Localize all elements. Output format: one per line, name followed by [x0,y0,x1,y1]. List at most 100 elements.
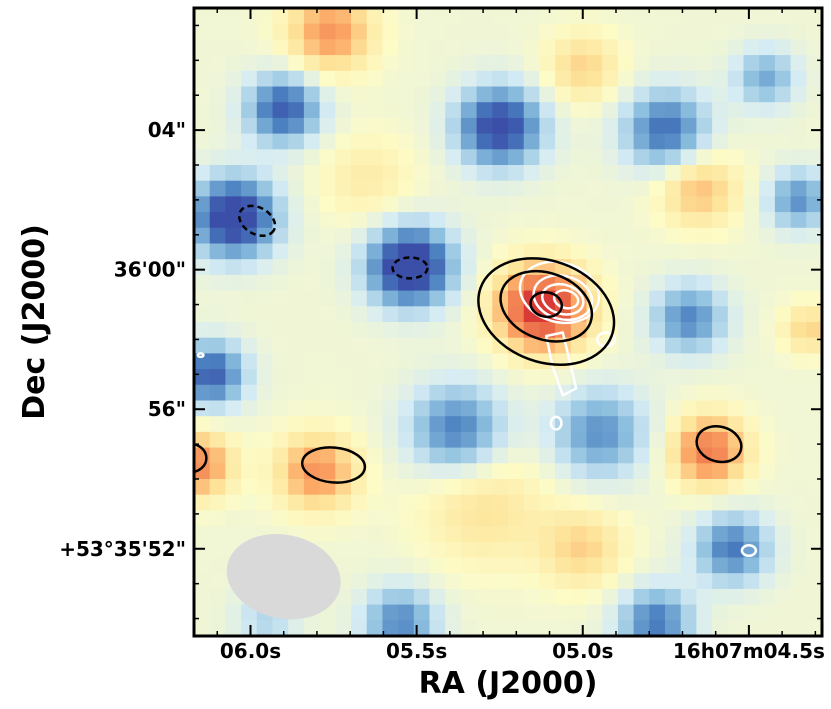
heatmap-cell [413,102,431,119]
heatmap-cell [303,39,321,56]
heatmap-cell [351,196,368,213]
heatmap-cell [256,306,274,323]
heatmap-cell [209,39,226,56]
heatmap-cell [617,243,635,260]
heatmap-cell [680,431,697,449]
heatmap-cell [429,353,446,370]
heatmap-cell [303,86,321,103]
heatmap-cell [319,165,336,182]
heatmap-cell [539,23,556,40]
heatmap-cell [523,39,540,56]
heatmap-cell [256,494,274,511]
heatmap-cell [759,180,776,197]
heatmap-cell [492,353,509,370]
heatmap-cell [225,290,242,307]
heatmap-cell [476,416,493,433]
heatmap-cell [508,384,525,402]
heatmap-cell [272,259,289,276]
heatmap-cell [633,180,650,197]
heatmap-cell [225,165,242,182]
heatmap-cell [602,259,619,276]
heatmap-cell [602,39,619,56]
heatmap-cell [586,447,603,464]
heatmap-cell [680,541,697,559]
heatmap-cell [194,384,211,402]
heatmap-cell [665,447,682,464]
heatmap-cell [743,353,760,370]
heatmap-cell [602,165,619,182]
heatmap-cell [617,463,635,480]
heatmap-cell [335,400,352,417]
heatmap-cell [241,55,258,72]
heatmap-cell [366,526,383,543]
heatmap-cell [633,384,650,402]
heatmap-cell [790,337,807,354]
heatmap-cell [617,212,635,229]
heatmap-cell [617,55,635,72]
heatmap-cell [288,39,305,56]
heatmap-cell [806,510,822,527]
heatmap-cell [194,55,211,72]
heatmap-cell [366,133,383,150]
heatmap-cell [398,55,415,72]
heatmap-cell [288,102,305,119]
heatmap-cell [774,70,792,88]
heatmap-cell [241,149,258,166]
heatmap-cell [288,243,305,260]
heatmap-cell [665,369,682,386]
heatmap-cell [523,604,540,621]
heatmap-cell [806,416,822,433]
heatmap-cell [303,243,321,260]
heatmap-cell [398,431,415,449]
heatmap-cell [633,227,650,245]
heatmap-cell [696,353,713,370]
heatmap-cell [225,337,242,354]
heatmap-cell [727,541,745,559]
heatmap-cell [460,447,478,464]
heatmap-cell [555,526,572,543]
heatmap-cell [712,494,729,511]
heatmap-cell [790,573,807,590]
heatmap-cell [335,290,352,307]
heatmap-cell [225,479,242,496]
heatmap-cell [759,70,776,88]
heatmap-cell [539,620,556,636]
heatmap-cell [680,165,697,182]
heatmap-cell [476,227,493,245]
heatmap-cell [241,620,258,636]
heatmap-cell [743,479,760,496]
plot-frame [192,6,824,638]
heatmap-cell [413,117,431,135]
heatmap-cell [256,86,274,103]
heatmap-cell [429,243,446,260]
heatmap-cell [225,196,242,213]
heatmap-cell [460,55,478,72]
heatmap-cell [413,431,431,449]
heatmap-cell [617,39,635,56]
heatmap-cell [194,180,211,197]
heatmap-cell [586,102,603,119]
heatmap-cell [194,322,211,339]
heatmap-cell [712,416,729,433]
heatmap-cell [790,39,807,56]
heatmap-cell [759,620,776,636]
heatmap-cell [256,212,274,229]
heatmap-cell [460,243,478,260]
heatmap-cell [288,180,305,197]
heatmap-cell [398,23,415,40]
black-contour [194,443,208,473]
heatmap-cell [429,384,446,402]
heatmap-cell [256,322,274,339]
heatmap-cell [319,353,336,370]
heatmap-cell [712,384,729,402]
heatmap-cell [633,510,650,527]
heatmap-cell [335,227,352,245]
heatmap-cell [476,55,493,72]
heatmap-cell [209,149,226,166]
heatmap-cell [382,227,399,245]
heatmap-cell [492,337,509,354]
heatmap-cell [508,322,525,339]
heatmap-cell [319,39,336,56]
heatmap-cell [429,227,446,245]
heatmap-cell [288,353,305,370]
